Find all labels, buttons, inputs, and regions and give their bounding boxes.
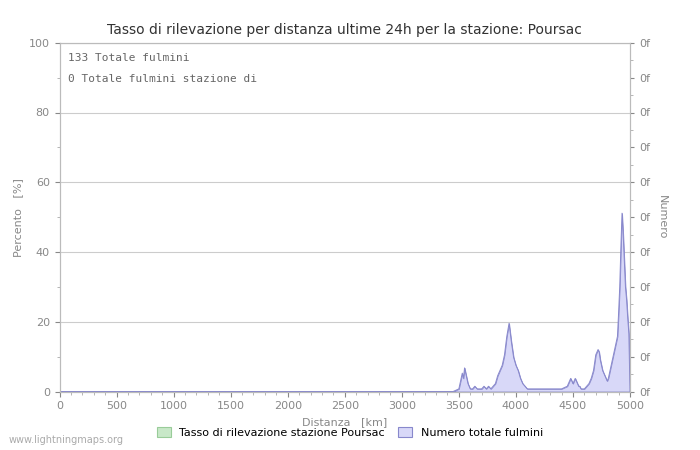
Y-axis label: Percento   [%]: Percento [%] [13,178,23,256]
Text: 0 Totale fulmini stazione di: 0 Totale fulmini stazione di [68,74,257,84]
Legend: Tasso di rilevazione stazione Poursac, Numero totale fulmini: Tasso di rilevazione stazione Poursac, N… [153,423,547,442]
Y-axis label: Numero: Numero [657,195,666,239]
Title: Tasso di rilevazione per distanza ultime 24h per la stazione: Poursac: Tasso di rilevazione per distanza ultime… [107,23,582,37]
X-axis label: Distanza   [km]: Distanza [km] [302,417,387,427]
Text: 133 Totale fulmini: 133 Totale fulmini [68,53,190,63]
Text: www.lightningmaps.org: www.lightningmaps.org [8,435,123,445]
